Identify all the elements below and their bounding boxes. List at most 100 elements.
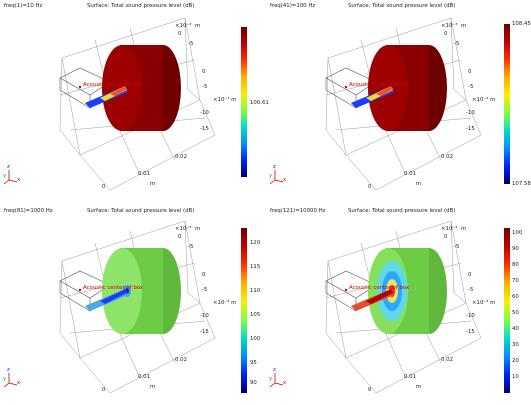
- tick: 0: [368, 184, 372, 190]
- tick: -15: [200, 329, 209, 335]
- tick: -5: [468, 287, 474, 293]
- tick: -10: [466, 313, 475, 319]
- axis-unit-right: ×10⁻³ m: [213, 300, 237, 306]
- tick: -15: [466, 329, 475, 335]
- axis-unit-right: ×10⁻³ m: [472, 97, 496, 103]
- colorbar-tick: 108.45: [512, 21, 531, 27]
- callout-label: Acoustic center of box: [349, 285, 410, 291]
- freq-label: freq(41)=100 Hz: [270, 3, 316, 9]
- triad-y: y: [269, 173, 273, 179]
- tick: -5: [188, 41, 194, 47]
- axis-unit-right: ×10⁻³ m: [472, 300, 496, 306]
- tick: -5: [202, 287, 208, 293]
- tick: 0: [178, 234, 182, 240]
- colorbar-tick: 110: [250, 288, 261, 294]
- colorbar: [504, 228, 510, 393]
- tick: 0: [444, 31, 448, 37]
- plot-panel-3: freq(81)=1000 Hz Surface: Total sound pr…: [0, 203, 265, 405]
- colorbar-tick: 107.58: [512, 181, 531, 187]
- surface-plot: [269, 220, 482, 394]
- tick: -5: [454, 41, 460, 47]
- tick: 0.02: [175, 154, 188, 160]
- unit-m: m: [195, 23, 201, 29]
- tick: 0: [444, 234, 448, 240]
- tick: -15: [466, 126, 475, 132]
- tick: -5: [202, 84, 208, 90]
- plot-title: Surface: Total sound pressure level (dB): [87, 208, 195, 214]
- tick: 0.01: [138, 374, 151, 380]
- tick: 0: [202, 69, 206, 75]
- triad-z: z: [7, 164, 10, 170]
- colorbar-tick: 70: [512, 278, 519, 284]
- triad-z: z: [273, 164, 276, 170]
- tick: 0.02: [175, 357, 188, 363]
- colorbar-tick: 80: [512, 262, 519, 268]
- colorbar: [241, 27, 247, 177]
- colorbar-tick: 100: [512, 230, 523, 236]
- triad-x: x: [17, 177, 21, 183]
- callout-label: Acoustic center of box: [83, 82, 144, 88]
- tick: -5: [454, 244, 460, 250]
- freq-label: freq(121)=10000 Hz: [270, 208, 326, 214]
- triad-x: x: [283, 177, 287, 183]
- unit-sup: ×10⁻³: [441, 23, 458, 29]
- tick: 0.02: [441, 357, 454, 363]
- tick: -5: [188, 244, 194, 250]
- callout-label: Acoustic center of box: [83, 285, 144, 291]
- triad-x: x: [17, 380, 21, 386]
- tick: 0: [468, 69, 472, 75]
- axis-unit-bottom: m: [150, 384, 156, 390]
- colorbar-tick: 10: [512, 374, 519, 380]
- freq-label: freq(1)=10 Hz: [4, 3, 43, 9]
- colorbar-tick: 30: [512, 342, 519, 348]
- colorbar-tick: 90: [512, 246, 519, 252]
- triad-z: z: [273, 367, 276, 373]
- triad-y: y: [269, 376, 273, 382]
- surface-plot: [269, 17, 482, 191]
- tick: 0.01: [404, 171, 417, 177]
- plot-title: Surface: Total sound pressure level (dB): [348, 3, 456, 9]
- tick: 0.01: [138, 171, 151, 177]
- tick: -5: [468, 84, 474, 90]
- tick: 0: [202, 272, 206, 278]
- colorbar-tick: 60: [512, 294, 519, 300]
- plot-panel-2: freq(41)=100 Hz Surface: Total sound pre…: [266, 0, 531, 202]
- axis-unit-bottom: m: [416, 384, 422, 390]
- tick: 0.02: [441, 154, 454, 160]
- triad-y: y: [3, 173, 7, 179]
- freq-label: freq(81)=1000 Hz: [4, 208, 53, 214]
- colorbar-tick: 90: [250, 380, 257, 386]
- colorbar-tick: 105: [250, 312, 261, 318]
- unit-m: m: [461, 226, 467, 232]
- colorbar: [504, 24, 510, 184]
- tick: -10: [200, 110, 209, 116]
- colorbar-tick: 95: [250, 360, 257, 366]
- tick: 0: [368, 387, 372, 393]
- unit-sup: ×10⁻³: [175, 226, 192, 232]
- axis-unit-bottom: m: [150, 181, 156, 187]
- colorbar-tick: 20: [512, 358, 519, 364]
- colorbar-tick: 100: [250, 336, 261, 342]
- triad-x: x: [283, 380, 287, 386]
- tick: 0: [102, 184, 106, 190]
- colorbar-tick: 120: [250, 240, 261, 246]
- colorbar: [241, 228, 247, 393]
- axis-unit-bottom: m: [416, 181, 422, 187]
- tick: -10: [200, 313, 209, 319]
- tick: -15: [200, 126, 209, 132]
- colorbar-tick: 115: [250, 264, 261, 270]
- tick: 0.01: [404, 374, 417, 380]
- surface-plot: [3, 220, 216, 394]
- callout-label: Acoustic center of box: [349, 82, 410, 88]
- axis-unit-right: ×10⁻³ m: [213, 97, 237, 103]
- unit-sup: ×10⁻³: [441, 226, 458, 232]
- unit-m: m: [461, 23, 467, 29]
- plot-panel-4: freq(121)=10000 Hz Surface: Total sound …: [266, 203, 531, 405]
- plot-title: Surface: Total sound pressure level (dB): [348, 208, 456, 214]
- plot-title: Surface: Total sound pressure level (dB): [87, 3, 195, 9]
- tick: 0: [468, 272, 472, 278]
- unit-m: m: [195, 226, 201, 232]
- triad-y: y: [3, 376, 7, 382]
- unit-sup: ×10⁻³: [175, 23, 192, 29]
- triad-z: z: [7, 367, 10, 373]
